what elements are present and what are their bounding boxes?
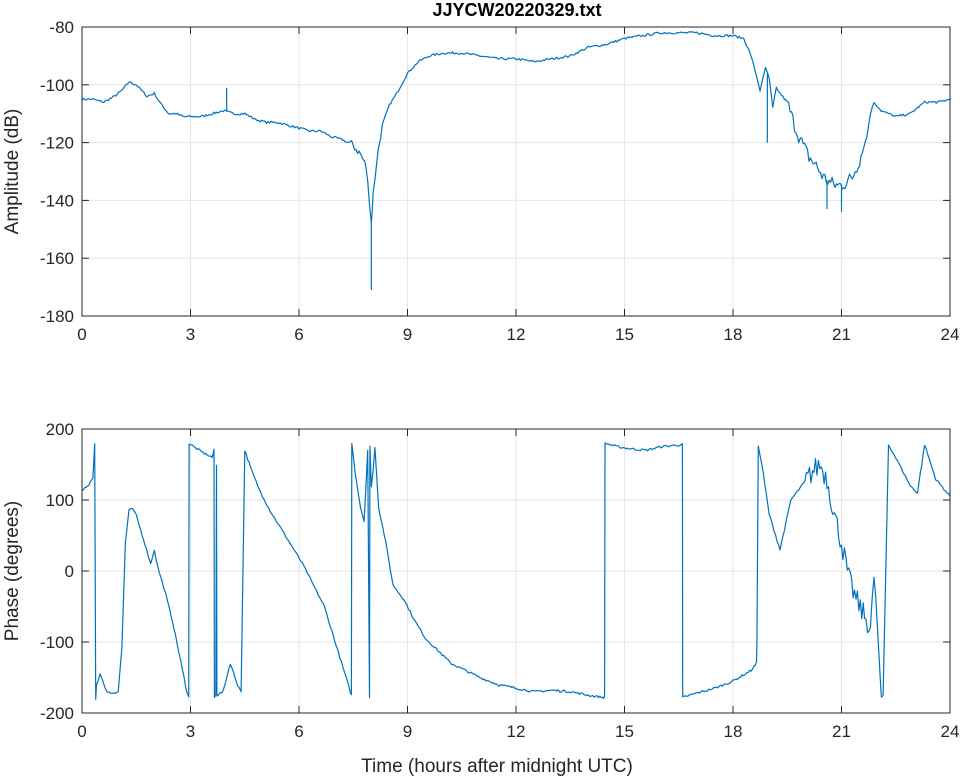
phase-y-tick-label: 100: [46, 491, 74, 510]
amplitude-y-tick-label: -80: [49, 18, 74, 37]
phase-x-tick-label: 0: [77, 722, 86, 741]
phase-x-tick-label: 15: [615, 722, 634, 741]
amplitude-y-tick-label: -120: [40, 134, 74, 153]
phase-y-tick-label: 200: [46, 420, 74, 439]
phase-y-tick-label: -100: [40, 633, 74, 652]
phase-x-tick-label: 24: [941, 722, 960, 741]
amplitude-y-tick-label: -140: [40, 191, 74, 210]
phase-x-tick-label: 3: [186, 722, 195, 741]
phase-x-tick-label: 18: [724, 722, 743, 741]
amplitude-y-tick-label: -100: [40, 76, 74, 95]
amplitude-y-tick-label: -180: [40, 307, 74, 326]
amplitude-plot: 0 3 6 9 12 15 18 21 24 -80 -100 -120 -140 -160 -180 Amp…: [2, 18, 959, 344]
phase-data-line: [81, 442, 951, 700]
phase-x-tick-label: 21: [832, 722, 851, 741]
amplitude-x-tick-label: 3: [186, 325, 195, 344]
amplitude-y-axis-label: Amplitude (dB): [2, 109, 23, 235]
amplitude-x-tick-label: 9: [403, 325, 412, 344]
phase-x-tick-label: 9: [403, 722, 412, 741]
phase-y-tick-label: -200: [40, 704, 74, 723]
amplitude-x-tick-label: 21: [832, 325, 851, 344]
amplitude-x-tick-label: 12: [507, 325, 526, 344]
phase-x-tick-label: 12: [507, 722, 526, 741]
phase-plot: 0 3 6 9 12 15 18 21 24 200 100 0 -100 -200 Phase (degr…: [2, 420, 959, 741]
phase-y-axis-label: Phase (degrees): [2, 501, 23, 641]
amplitude-x-tick-label: 6: [294, 325, 303, 344]
phase-x-tick-label: 6: [294, 722, 303, 741]
amplitude-y-tick-label: -160: [40, 249, 74, 268]
phase-y-tick-label: 0: [65, 562, 74, 581]
x-axis-label: Time (hours after midnight UTC): [361, 756, 633, 777]
amplitude-x-tick-label: 24: [941, 325, 960, 344]
amplitude-x-tick-label: 0: [77, 325, 86, 344]
amplitude-x-tick-label: 18: [724, 325, 743, 344]
amplitude-x-tick-label: 15: [615, 325, 634, 344]
chart-title: JJYCW20220329.txt: [432, 0, 601, 20]
